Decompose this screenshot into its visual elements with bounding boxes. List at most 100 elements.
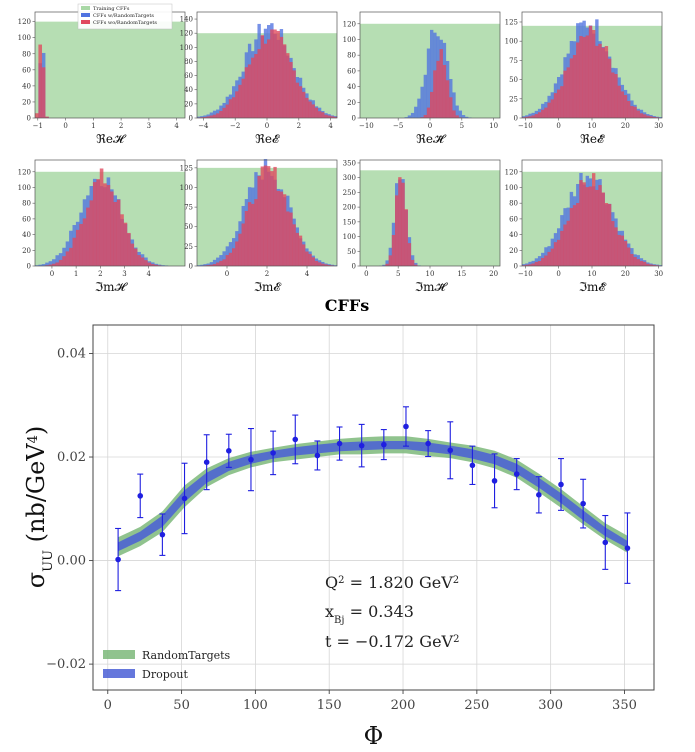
histogram-bar (251, 57, 255, 118)
histogram-bar (433, 70, 437, 118)
histogram-bar (566, 220, 570, 266)
y-tick-label: 0.02 (57, 450, 86, 465)
histogram-bar (417, 98, 421, 118)
histogram-bar (147, 262, 152, 266)
histogram-bar (263, 43, 268, 119)
y-tick-label: 100 (180, 44, 193, 52)
y-tick-label: 0 (514, 115, 518, 123)
histogram-bar (254, 199, 258, 266)
histogram-bar (321, 112, 325, 118)
histogram-bar (445, 80, 450, 118)
histogram-bar (522, 264, 526, 266)
histogram-bar (55, 255, 60, 266)
x-tick-label: 30 (654, 122, 663, 130)
histogram-bar (537, 112, 542, 118)
histogram-bar (385, 260, 389, 266)
histogram-bar (197, 265, 201, 266)
histogram-bar (617, 234, 621, 266)
legend-label: RandomTargets (142, 649, 231, 662)
y-tick-label: 0 (27, 263, 31, 271)
histogram-bar (257, 175, 261, 266)
histogram-bar (216, 113, 220, 118)
histogram-bar (449, 97, 453, 118)
histogram-bar (442, 64, 447, 118)
histogram-bar (263, 165, 268, 266)
y-label-close: ) (22, 426, 50, 435)
x-tick-label: 300 (538, 698, 563, 713)
histogram-bar (333, 116, 338, 118)
histogram-bar (636, 259, 640, 266)
histogram-bar (292, 224, 296, 266)
histogram-bar (414, 264, 418, 266)
histogram-bar (633, 106, 637, 118)
histogram-bar (642, 114, 647, 118)
histogram-bar (639, 260, 644, 266)
annotation-base: t = −0.172 GeV (325, 632, 454, 651)
histogram-bar (582, 36, 586, 119)
y-label-main: σ (22, 572, 50, 588)
histogram-bar (222, 107, 226, 118)
histogram-bar (598, 185, 602, 266)
histogram-bar (235, 241, 239, 266)
histogram-bar (99, 168, 104, 266)
histogram-bar (150, 264, 155, 266)
hist-xlabel: ℜe𝓔 (255, 132, 280, 146)
histogram-bar (206, 265, 210, 266)
data-point (536, 492, 542, 498)
x-tick-label: 150 (317, 698, 342, 713)
data-point (447, 447, 454, 454)
legend-label: CFFs wo/RandomTargets (93, 20, 157, 26)
data-point (181, 495, 188, 502)
histogram-bar (260, 166, 265, 266)
x-tick-label: −10 (359, 122, 374, 130)
legend-swatch (81, 6, 90, 10)
y-tick-label: 40 (347, 83, 356, 91)
histogram-bar (120, 214, 124, 266)
legend-label: Dropout (142, 668, 188, 681)
histogram-bar (282, 44, 287, 118)
y-tick-label: 125 (180, 164, 193, 172)
annotation-sup: 2 (338, 575, 344, 586)
histogram-bar (407, 115, 412, 118)
histogram-bar (655, 117, 660, 118)
histogram-bar (430, 29, 434, 118)
x-tick-label: 10 (426, 270, 435, 278)
histogram-bar (212, 259, 217, 266)
histogram-bar (655, 265, 660, 266)
y-tick-label: 100 (180, 184, 193, 192)
y-tick-label: 250 (343, 189, 356, 197)
x-tick-label: 0 (225, 270, 229, 278)
data-point (137, 493, 144, 499)
y-tick-label: 150 (343, 218, 356, 226)
histogram-bar (652, 264, 656, 266)
histogram-bar (41, 264, 46, 266)
histogram-bar (106, 185, 111, 266)
y-tick-label: 40 (22, 82, 31, 90)
data-point (624, 545, 631, 551)
histogram-bar (82, 218, 87, 266)
y-label-rest: (nb/GeV (22, 443, 50, 550)
histogram-bar (550, 99, 555, 118)
annotation-rest: = 0.343 (344, 602, 413, 621)
histogram-bar (200, 116, 204, 118)
histogram-bar (426, 107, 431, 118)
histogram-bar (314, 260, 319, 266)
histogram-bar (423, 74, 428, 118)
histogram-bar (282, 194, 287, 266)
histogram-bar (286, 211, 290, 266)
histogram-bar (588, 25, 593, 118)
hist-xlabel: ℑm𝓗 (95, 280, 129, 294)
y-tick-label: 120 (18, 18, 31, 26)
data-point (226, 448, 232, 454)
histogram-bar (557, 239, 561, 266)
histogram-bar (298, 86, 303, 118)
y-tick-label: 0 (352, 115, 356, 123)
y-tick-label: 75 (184, 204, 193, 212)
histogram-bar (592, 30, 596, 118)
x-tick-label: 100 (243, 698, 268, 713)
histogram-bar (630, 253, 634, 266)
histogram-bar (86, 207, 90, 266)
y-tick-label: 100 (505, 38, 518, 46)
y-tick-label: 40 (509, 231, 518, 239)
